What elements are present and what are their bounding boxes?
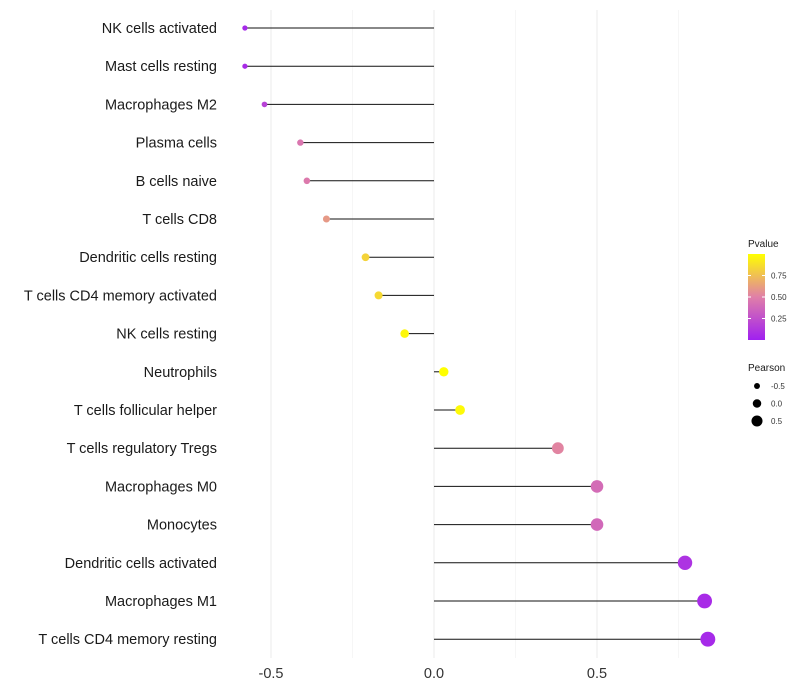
- pvalue-legend: Pvalue 0.75 0.50 0.25: [748, 239, 787, 340]
- data-point: [374, 291, 383, 300]
- data-point: [400, 329, 409, 338]
- data-point: [455, 405, 465, 415]
- data-point: [590, 518, 604, 531]
- size-legend-dot: [752, 399, 762, 408]
- x-tick-label: -0.5: [259, 666, 284, 682]
- x-axis-ticks: -0.5 0.0 0.5: [259, 666, 608, 682]
- pvalue-colorbar: [748, 254, 765, 340]
- category-label: Dendritic cells resting: [79, 250, 217, 266]
- category-labels: NK cells activated Mast cells resting Macr…: [24, 21, 217, 648]
- category-label: T cells CD4 memory activated: [24, 288, 217, 304]
- data-point: [361, 253, 370, 262]
- size-legend-label: 0.5: [771, 417, 783, 426]
- data-point: [700, 631, 716, 647]
- data-point: [439, 367, 449, 377]
- data-point: [242, 63, 248, 69]
- size-legend-dot: [754, 383, 760, 389]
- data-point: [297, 139, 304, 146]
- data-point: [322, 215, 330, 223]
- pearson-legend: Pearson -0.5 0.0 0.5: [748, 363, 785, 427]
- x-tick-label: 0.0: [424, 666, 444, 682]
- colorbar-tick-label: 0.50: [771, 293, 787, 302]
- category-label: T cells CD8: [142, 212, 217, 228]
- category-label: NK cells resting: [116, 327, 217, 343]
- category-label: Macrophages M2: [105, 97, 217, 113]
- category-label: Dendritic cells activated: [65, 556, 217, 572]
- data-point: [677, 555, 693, 571]
- data-point: [697, 593, 713, 609]
- data-point: [261, 101, 268, 108]
- size-legend-label: -0.5: [771, 382, 785, 391]
- category-label: B cells naive: [136, 174, 217, 190]
- category-label: T cells follicular helper: [74, 403, 217, 419]
- category-label: Monocytes: [147, 518, 217, 534]
- stems: [244, 27, 708, 640]
- category-label: Mast cells resting: [105, 59, 217, 75]
- colorbar-tick-label: 0.75: [771, 272, 787, 281]
- data-point: [303, 177, 311, 185]
- x-tick-label: 0.5: [587, 666, 607, 682]
- category-label: NK cells activated: [102, 21, 217, 37]
- pearson-legend-title: Pearson: [748, 363, 785, 374]
- category-label: T cells regulatory Tregs: [67, 441, 217, 457]
- category-label: Macrophages M1: [105, 594, 217, 610]
- size-legend-label: 0.0: [771, 400, 783, 409]
- category-label: Plasma cells: [136, 136, 217, 152]
- data-point: [242, 25, 248, 31]
- data-point: [551, 442, 564, 455]
- category-label: T cells CD4 memory resting: [38, 632, 217, 648]
- category-label: Macrophages M0: [105, 479, 217, 495]
- grid-lines: [270, 10, 679, 658]
- category-label: Neutrophils: [144, 365, 217, 381]
- points: [242, 25, 716, 647]
- pvalue-legend-title: Pvalue: [748, 239, 779, 250]
- size-legend-dot: [751, 415, 763, 427]
- data-point: [590, 480, 604, 493]
- colorbar-tick-label: 0.25: [771, 315, 787, 324]
